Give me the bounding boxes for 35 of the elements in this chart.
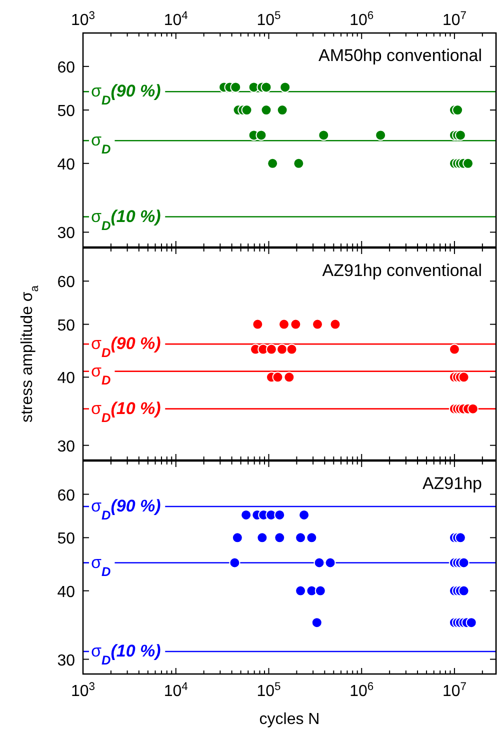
x-tick-label: 10$^{6}$ — [350, 10, 374, 29]
x-tick-label: 10$^{7}$ — [442, 681, 466, 700]
ref-line-label: σ$_{D}$(10 %) — [91, 641, 162, 667]
y-tick-label: 40 — [57, 370, 76, 388]
y-tick-label: 30 — [57, 652, 76, 670]
x-tick-label: 10$^{4}$ — [164, 10, 188, 29]
x-tick-label: 10$^{5}$ — [256, 681, 281, 700]
y-tick-label: 30 — [57, 225, 76, 242]
x-tick-label: 10$^{3}$ — [70, 10, 96, 29]
x-axis-title: cycles N — [259, 711, 320, 728]
y-tick-label: 60 — [57, 274, 76, 292]
ref-line-label: σ$_{D}$(90 %) — [91, 496, 162, 522]
y-tick-label: 40 — [57, 584, 76, 601]
ref-line-label: σ$_{D}$ — [91, 130, 111, 156]
y-tick-label: 50 — [57, 317, 76, 334]
x-tick-label: 10$^{5}$ — [256, 10, 281, 29]
x-tick-label: 10$^{4}$ — [164, 681, 188, 700]
y-tick-label: 50 — [57, 103, 76, 120]
ref-line-label: σ$_{D}$(10 %) — [91, 206, 162, 232]
y-tick-label: 30 — [57, 438, 76, 456]
y-tick-label: 40 — [57, 156, 76, 174]
x-tick-label: 10$^{3}$ — [70, 681, 96, 700]
ref-line-label: σ$_{D}$(90 %) — [91, 82, 162, 108]
annotation: AM50hp conventional — [318, 46, 482, 65]
ref-line-label: σ$_{D}$ — [91, 552, 111, 578]
y-tick-label: 60 — [57, 487, 76, 504]
ref-line-label: σ$_{D}$(90 %) — [91, 334, 162, 360]
x-tick-label: 10$^{6}$ — [350, 681, 374, 700]
y-tick-label: 60 — [57, 59, 76, 76]
y-tick-label: 50 — [57, 530, 76, 548]
ref-line-label: σ$_{D}$(10 %) — [91, 398, 162, 424]
ref-line-label: σ$_{D}$ — [91, 361, 111, 387]
annotation: AZ91hp — [422, 474, 482, 493]
x-tick-label: 10$^{7}$ — [442, 10, 466, 29]
annotation: AZ91hp conventional — [322, 261, 482, 280]
